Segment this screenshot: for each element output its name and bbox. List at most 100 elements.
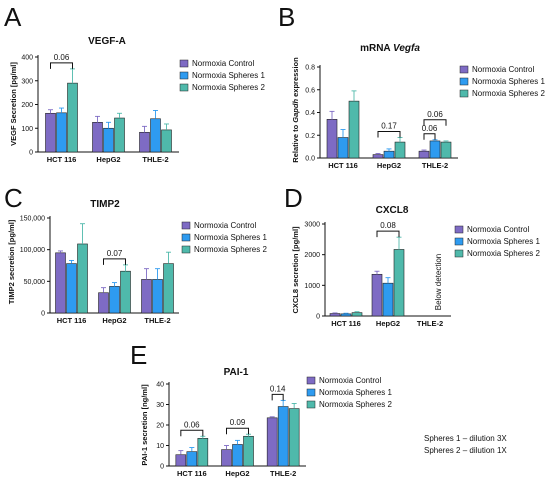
panel-e-legend-label-3: Normoxia Spheres 2 (319, 400, 392, 409)
panel-e-category-label: HCT 116 (177, 469, 207, 478)
panel-d-ylabel: CXCL8 secretion [pg/ml] (291, 226, 300, 314)
panel-e-ytick-label: 20 (156, 423, 164, 430)
panel-a-bar-hepg2-s1 (92, 122, 103, 153)
panel-d-category-label: HCT 116 (331, 319, 361, 328)
panel-b-bar-hct-116-s2 (337, 137, 349, 159)
panel-c-legend-label-1: Normoxia Control (194, 221, 256, 230)
panel-a-bar-thle-2-s1 (139, 131, 150, 153)
panel-d-category-label: THLE-2 (417, 319, 443, 328)
panel-c-legend-swatch-2 (181, 233, 191, 242)
panel-d-bar-hct-116-s2 (340, 313, 352, 317)
panel-d-bar-hct-116-s1 (329, 313, 341, 317)
panel-d-legend-label-3: Normoxia Spheres 2 (467, 249, 540, 258)
panel-e-significance-bracket (271, 393, 284, 401)
panel-c-category-label: HCT 116 (57, 316, 87, 325)
panel-b-bar-hepg2-s3 (394, 141, 406, 159)
panel-c-bar-hepg2-s2 (109, 286, 120, 314)
panel-a-ytick-label: 300 (21, 78, 33, 85)
panel-d-legend-swatch-3 (454, 249, 464, 258)
panel-a-legend-swatch-3 (179, 83, 189, 92)
panel-a-ylabel: VEGF Secretion [pg/ml] (9, 62, 18, 146)
panel-c-legend-swatch-1 (181, 221, 191, 230)
panel-label-a: A (4, 2, 22, 32)
panel-c-category-label: THLE-2 (144, 316, 170, 325)
panel-a-ytick-label: 0 (29, 150, 33, 157)
panel-c-title: TIMP2 (90, 199, 120, 210)
panel-c-bar-thle-2-s2 (152, 279, 163, 314)
panel-a-ytick-label: 400 (21, 55, 33, 62)
panel-a-category-label: THLE-2 (142, 155, 168, 164)
note-dilution-spheres-1: Spheres 1 – dilution 3X (424, 434, 507, 443)
panel-c-legend-label-3: Normoxia Spheres 2 (194, 245, 267, 254)
panel-a-legend-label-2: Normoxia Spheres 1 (192, 71, 265, 80)
panel-b-bar-hct-116-s1 (326, 119, 338, 159)
panel-a-legend-label-3: Normoxia Spheres 2 (192, 83, 265, 92)
panel-b-p-value: 0.17 (381, 122, 397, 131)
panel-a-ytick-label: 100 (21, 126, 33, 133)
panel-e-ylabel: PAI-1 secretion [ng/ml] (140, 384, 149, 466)
panel-e-bar-hepg2-s2 (232, 444, 243, 467)
panel-d-bar-hct-116-s3 (351, 312, 363, 317)
panel-label-e: E (130, 340, 147, 370)
panel-e-ytick-label: 10 (156, 443, 164, 450)
panel-e-category-label: THLE-2 (270, 469, 296, 478)
panel-a-legend-label-1: Normoxia Control (192, 59, 254, 68)
panel-c-p-value: 0.07 (107, 249, 123, 258)
panel-d-bar-hepg2-s1 (371, 273, 383, 317)
panel-b-bar-hct-116-s3 (348, 100, 360, 159)
panel-e-bar-thle-2-s2 (277, 406, 289, 467)
panel-e-legend-label-2: Normoxia Spheres 1 (319, 388, 392, 397)
panel-e-ytick-label: 40 (156, 382, 164, 389)
panel-e-significance-bracket (226, 427, 249, 435)
panel-d-ytick-label: 3000 (304, 222, 320, 229)
panel-b-bar-thle-2-s2 (429, 140, 441, 159)
panel-b-ylabel: Relative to Gapdh expression (291, 57, 300, 163)
panel-b-legend-swatch-2 (459, 77, 469, 86)
panel-e-bar-thle-2-s3 (288, 408, 300, 467)
panel-e-significance-bracket (180, 429, 204, 437)
panel-c-bar-hepg2-s3 (120, 270, 131, 314)
panel-b-legend-swatch-1 (459, 65, 469, 74)
panel-e-p-value: 0.09 (230, 418, 246, 427)
panel-a-title: VEGF-A (88, 36, 126, 47)
panel-c-bar-thle-2-s3 (163, 263, 174, 314)
panel-b-legend-label-1: Normoxia Control (472, 65, 534, 74)
panel-a-bar-hct-116-s2 (56, 112, 67, 153)
panel-e-legend-swatch-1 (306, 376, 316, 385)
panel-d-below-detection-note: Below detection (434, 254, 443, 310)
panel-b-ytick-label: 0.6 (305, 87, 315, 94)
panel-c-ytick-label: 0 (41, 311, 45, 318)
panel-e-ytick-label: 30 (156, 402, 164, 409)
panel-e-p-value: 0.14 (270, 384, 286, 393)
panel-d-title: CXCL8 (376, 205, 409, 216)
panel-d-legend-swatch-1 (454, 225, 464, 234)
note-dilution-spheres-2: Spheres 2 – dilution 1X (424, 446, 507, 455)
panel-b-title: mRNA Vegfa (360, 43, 420, 54)
panel-d-bar-hepg2-s2 (382, 282, 394, 317)
panel-b-p-value: 0.06 (422, 124, 438, 133)
panel-c-bar-hct-116-s3 (77, 243, 88, 314)
panel-b-significance-bracket (377, 131, 401, 138)
panel-e-bar-hct-116-s2 (186, 451, 198, 467)
panel-b-bar-hepg2-s2 (383, 150, 395, 159)
panel-b-category-label: HCT 116 (328, 161, 358, 170)
panel-d-ytick-label: 1000 (304, 283, 320, 290)
panel-c-category-label: HepG2 (102, 316, 126, 325)
panel-e-p-value: 0.06 (184, 420, 200, 429)
panel-a-category-label: HCT 116 (47, 155, 77, 164)
panel-c-ytick-label: 150,000 (20, 216, 45, 223)
panel-a-bar-hct-116-s1 (45, 112, 56, 153)
panel-a-category-label: HepG2 (96, 155, 120, 164)
panel-e-bar-thle-2-s1 (266, 417, 278, 467)
panel-b-significance-bracket (423, 133, 436, 140)
panel-d-significance-bracket (376, 230, 400, 238)
panel-d-ytick-label: 2000 (304, 252, 320, 259)
panel-e-bar-hct-116-s3 (197, 438, 209, 467)
panel-c-bar-hepg2-s1 (98, 292, 109, 314)
panel-a-legend-swatch-1 (179, 59, 189, 68)
panel-c-legend-label-2: Normoxia Spheres 1 (194, 233, 267, 242)
panel-d-category-label: HepG2 (376, 319, 400, 328)
panel-a-bar-hct-116-s3 (67, 82, 78, 153)
